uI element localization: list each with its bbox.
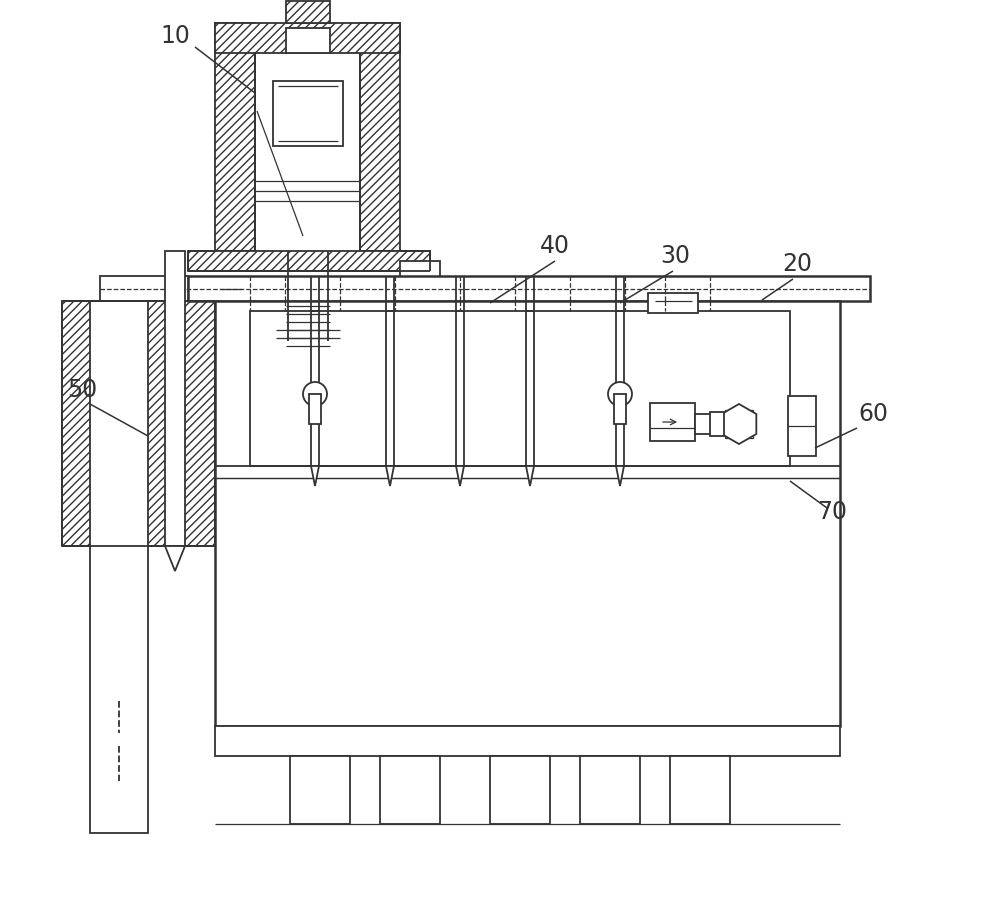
- Bar: [650, 403, 695, 441]
- Bar: [490, 756, 550, 824]
- Bar: [290, 756, 350, 824]
- Bar: [280, 342, 336, 358]
- Text: 20: 20: [782, 252, 812, 276]
- Bar: [360, 23, 400, 251]
- Circle shape: [303, 382, 327, 406]
- Circle shape: [608, 382, 632, 406]
- Bar: [788, 396, 816, 456]
- Text: 30: 30: [660, 244, 690, 268]
- Bar: [276, 301, 340, 346]
- Bar: [400, 261, 440, 291]
- Bar: [614, 394, 626, 424]
- Text: 50: 50: [67, 378, 97, 402]
- Bar: [90, 301, 148, 833]
- Polygon shape: [165, 546, 185, 571]
- Polygon shape: [386, 466, 394, 486]
- Bar: [250, 311, 790, 466]
- Bar: [695, 414, 717, 434]
- Bar: [188, 251, 430, 271]
- Bar: [380, 756, 440, 824]
- Text: 40: 40: [540, 234, 570, 258]
- Bar: [309, 394, 321, 424]
- Bar: [408, 287, 433, 303]
- Bar: [215, 726, 840, 756]
- Bar: [100, 276, 188, 301]
- Polygon shape: [526, 466, 534, 486]
- Bar: [286, 1, 330, 23]
- Polygon shape: [456, 466, 464, 486]
- Polygon shape: [722, 404, 756, 444]
- Bar: [670, 756, 730, 824]
- Bar: [648, 293, 698, 313]
- Text: 70: 70: [817, 500, 847, 524]
- Polygon shape: [616, 466, 624, 486]
- Bar: [725, 410, 753, 438]
- Bar: [220, 279, 242, 299]
- Text: 60: 60: [858, 402, 888, 426]
- Text: 10: 10: [160, 24, 190, 48]
- Bar: [710, 412, 724, 436]
- Polygon shape: [311, 466, 319, 486]
- Bar: [165, 251, 185, 546]
- Bar: [273, 81, 343, 146]
- Bar: [188, 276, 870, 301]
- Bar: [580, 756, 640, 824]
- Bar: [215, 23, 255, 251]
- Bar: [215, 301, 840, 726]
- Bar: [710, 412, 724, 436]
- Bar: [215, 23, 400, 53]
- Bar: [286, 28, 330, 53]
- Bar: [62, 301, 215, 546]
